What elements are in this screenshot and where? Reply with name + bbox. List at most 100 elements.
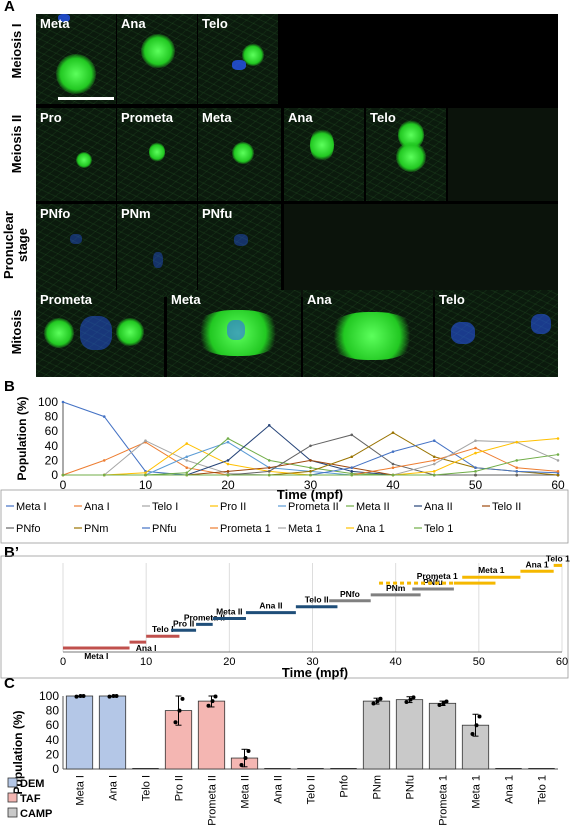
data-point [350,470,354,473]
bar-label: Prometa 1 [417,571,458,581]
y-tick-label: 100 [38,395,58,409]
bar-label: PNfo [340,589,360,599]
micrograph-meiosis-ii-telo: Telo [366,108,446,201]
bar [362,700,391,770]
data-point [267,473,271,477]
x-tick-label: Pnfo [339,775,351,798]
data-point [226,437,230,440]
data-point [391,473,395,477]
timeline-chart: 0 10 20 30 40 50 60 Time (mpf) Meta I Ana I Telo I… [0,555,570,680]
replicate-dot [210,699,215,704]
micrograph-meiosis-ii-ana: Ana [284,108,364,201]
x-tick-label: 40 [390,656,402,668]
y-tick-label: 0 [52,762,59,776]
legend-label: TAF [20,793,41,805]
x-tick-label: 60 [551,478,565,492]
data-point [226,470,230,473]
y-tick-label: 0 [51,468,58,482]
row-label-line2: stage [15,228,30,262]
y-tick-label: 20 [45,453,59,467]
legend-label: PNm [84,523,108,535]
legend-label: PNfo [16,523,40,535]
micrograph-mitosis-telo: Telo [435,290,558,377]
data-point [226,459,230,462]
replicate-dot [177,708,182,713]
micrograph-meiosis-ii-pro: Pro [36,108,116,201]
data-point [185,455,189,459]
bar-label: Ana II [259,601,282,611]
replicate-dot [81,694,86,698]
micrograph-mitosis-prometa: Prometa [36,290,164,377]
x-tick-label: 30 [306,656,318,668]
data-point [185,473,189,477]
data-point [556,437,560,440]
bar-label: Meta II [216,607,242,617]
legend-label: Meta I [16,501,47,513]
micrograph-pnm: PNm [117,204,197,297]
y-tick-label: 60 [46,718,60,732]
bar-label: PNfu [423,577,443,587]
bar [98,695,127,770]
replicate-dot [239,763,244,768]
x-tick-label: Meta 1 [471,775,483,809]
x-tick-label: Telo II [306,775,318,804]
x-tick-label: Meta I [75,775,87,806]
y-tick-label: 80 [45,410,59,424]
legend-label: PNfu [152,523,176,535]
empty-tile [284,204,558,297]
data-point [391,466,395,469]
replicate-dot [441,701,446,706]
bar [65,695,94,770]
x-tick-label: 50 [469,478,483,492]
replicate-dot [474,723,479,728]
bar-label: PNm [386,583,406,593]
data-point [391,431,395,434]
x-tick-label: Prometa 1 [438,775,450,826]
data-point [226,440,230,444]
y-tick-label: 20 [46,747,60,761]
data-point [350,433,354,437]
data-point [144,471,147,475]
data-point [350,466,354,469]
x-tick-label: PNm [372,775,384,799]
legend-label: Telo II [492,501,521,513]
data-point [226,462,230,466]
x-tick-label: 60 [556,656,568,668]
data-point [432,455,436,459]
panel-b2-letter: B’ [4,544,19,561]
data-point [309,444,312,448]
data-point [267,466,271,469]
data-point [102,459,106,462]
data-point [515,459,519,462]
data-point [474,446,477,450]
micrograph-meiosis-i-meta: Meta [36,14,116,104]
y-tick-label: 60 [45,424,59,438]
legend-label: Meta II [356,501,390,513]
replicate-dot [114,694,119,698]
data-point [432,473,436,477]
data-point [391,450,395,453]
empty-tile [448,108,558,201]
data-point [309,470,312,473]
x-tick-label: Pro II [174,775,186,801]
y-axis-title: Population (%) [11,711,25,795]
data-point [309,473,312,477]
replicate-dot [444,699,449,704]
legend-frame [0,489,569,544]
data-point [102,415,106,418]
data-point [267,424,271,427]
data-point [474,451,477,455]
x-tick-label: 50 [473,656,485,668]
row-label-line1: Pronuclear [1,211,16,279]
data-point [556,459,560,462]
legend-label: Prometa 1 [220,523,271,535]
x-tick-label: 40 [386,478,400,492]
x-tick-label: Ana 1 [504,775,516,804]
legend-label: Telo 1 [424,523,453,535]
legend-label: Telo I [152,501,178,513]
micrograph-mitosis-ana: Ana [303,290,433,377]
replicate-dot [437,703,442,708]
replicate-dot [246,749,251,754]
data-point [226,473,230,477]
